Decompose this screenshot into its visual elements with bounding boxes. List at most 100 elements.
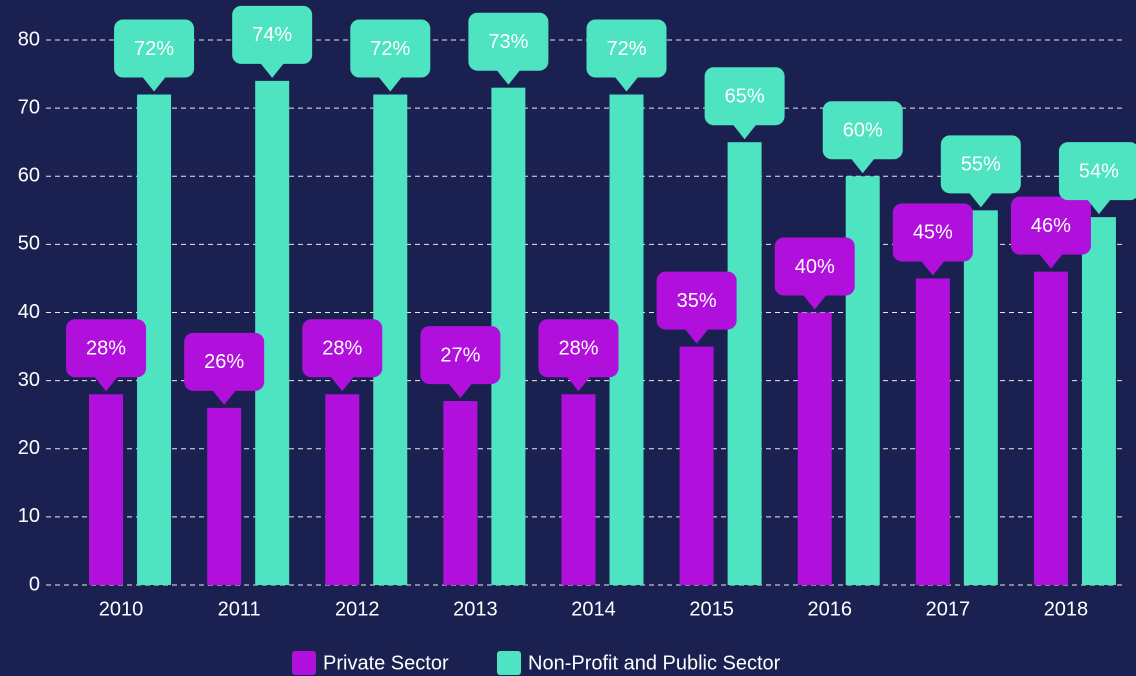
bar (561, 394, 596, 585)
callout-pointer (1086, 199, 1111, 215)
bar (255, 80, 290, 585)
data-label: 28% (322, 338, 362, 360)
data-label: 40% (795, 256, 835, 278)
callout-box (538, 319, 619, 378)
x-tick-label: 2015 (689, 598, 734, 620)
bar (727, 142, 762, 585)
bar (1033, 271, 1068, 585)
bar (89, 394, 124, 585)
bar (915, 278, 950, 585)
data-label-callout: 45% (892, 203, 973, 276)
callout-pointer (850, 158, 875, 174)
data-label-callout: 72% (586, 19, 667, 92)
callout-box (468, 12, 549, 71)
bar (1081, 217, 1116, 585)
x-tick-label: 2012 (335, 598, 380, 620)
callout-box (66, 319, 147, 378)
data-label: 28% (558, 338, 598, 360)
y-tick-label: 70 (18, 96, 40, 118)
callout-box (586, 19, 667, 78)
bar (797, 312, 832, 585)
callout-box (1058, 142, 1136, 201)
callout-pointer (330, 376, 355, 392)
callout-box (350, 19, 431, 78)
data-label: 60% (843, 120, 883, 142)
x-tick-label: 2011 (218, 598, 261, 620)
callout-box (232, 5, 313, 64)
callout-box (184, 332, 265, 391)
callout-pointer (496, 69, 521, 85)
callout-box (822, 101, 903, 160)
callout-box (892, 203, 973, 262)
data-label-callout: 40% (774, 237, 855, 310)
callout-pointer (684, 328, 709, 344)
bar (963, 210, 998, 585)
legend-label: Private Sector (323, 652, 449, 674)
data-label: 45% (913, 222, 953, 244)
y-tick-label: 0 (29, 573, 40, 595)
data-label: 65% (725, 85, 765, 107)
data-label-callout: 28% (538, 319, 619, 392)
data-label: 72% (606, 38, 646, 60)
x-tick-label: 2016 (807, 598, 852, 620)
bar (679, 346, 714, 585)
callout-box (114, 19, 195, 78)
data-label: 73% (488, 31, 528, 53)
x-tick-label: 2014 (571, 598, 616, 620)
data-label: 72% (134, 38, 174, 60)
data-label-callout: 27% (420, 326, 501, 399)
callout-pointer (448, 383, 473, 399)
data-label: 46% (1031, 215, 1071, 237)
data-label: 54% (1079, 160, 1119, 182)
data-label: 28% (86, 338, 126, 360)
y-tick-label: 50 (18, 233, 40, 255)
x-tick-label: 2013 (453, 598, 498, 620)
callout-pointer (212, 389, 237, 405)
y-tick-label: 40 (18, 301, 40, 323)
callout-box (302, 319, 383, 378)
callout-pointer (968, 192, 993, 208)
data-label-callout: 65% (704, 67, 785, 140)
callout-pointer (378, 76, 403, 92)
data-label-callout: 46% (1010, 196, 1091, 269)
data-label: 35% (677, 290, 717, 312)
y-tick-label: 20 (18, 437, 40, 459)
callout-pointer (260, 62, 285, 78)
callout-box (940, 135, 1021, 194)
callout-pointer (732, 124, 757, 140)
data-label: 55% (961, 154, 1001, 176)
data-label-callout: 72% (350, 19, 431, 92)
callout-box (774, 237, 855, 296)
data-label-callout: 26% (184, 332, 265, 405)
callout-pointer (94, 376, 119, 392)
y-tick-label: 30 (18, 369, 40, 391)
data-label-callout: 55% (940, 135, 1021, 208)
data-label-callout: 35% (656, 271, 737, 344)
y-tick-label: 60 (18, 165, 40, 187)
callout-pointer (1038, 253, 1063, 269)
x-tick-label: 2010 (99, 598, 144, 620)
bar (325, 394, 360, 585)
data-label-callout: 74% (232, 5, 313, 78)
data-label-callout: 60% (822, 101, 903, 174)
callout-pointer (614, 76, 639, 92)
x-tick-label: 2018 (1044, 598, 1089, 620)
data-label-callout: 54% (1058, 142, 1136, 215)
y-tick-label: 10 (18, 505, 40, 527)
callout-box (656, 271, 737, 330)
legend-label: Non-Profit and Public Sector (528, 652, 781, 674)
data-label-callout: 73% (468, 12, 549, 85)
data-label-callout: 28% (66, 319, 147, 392)
data-label-callout: 28% (302, 319, 383, 392)
callout-pointer (566, 376, 591, 392)
callout-box (420, 326, 501, 385)
data-label: 72% (370, 38, 410, 60)
callout-pointer (920, 260, 945, 276)
callout-box (704, 67, 785, 126)
callout-box (1010, 196, 1091, 255)
data-label: 27% (440, 344, 480, 366)
legend-swatch (292, 651, 316, 675)
y-tick-label: 80 (18, 28, 40, 50)
bar (207, 407, 242, 585)
